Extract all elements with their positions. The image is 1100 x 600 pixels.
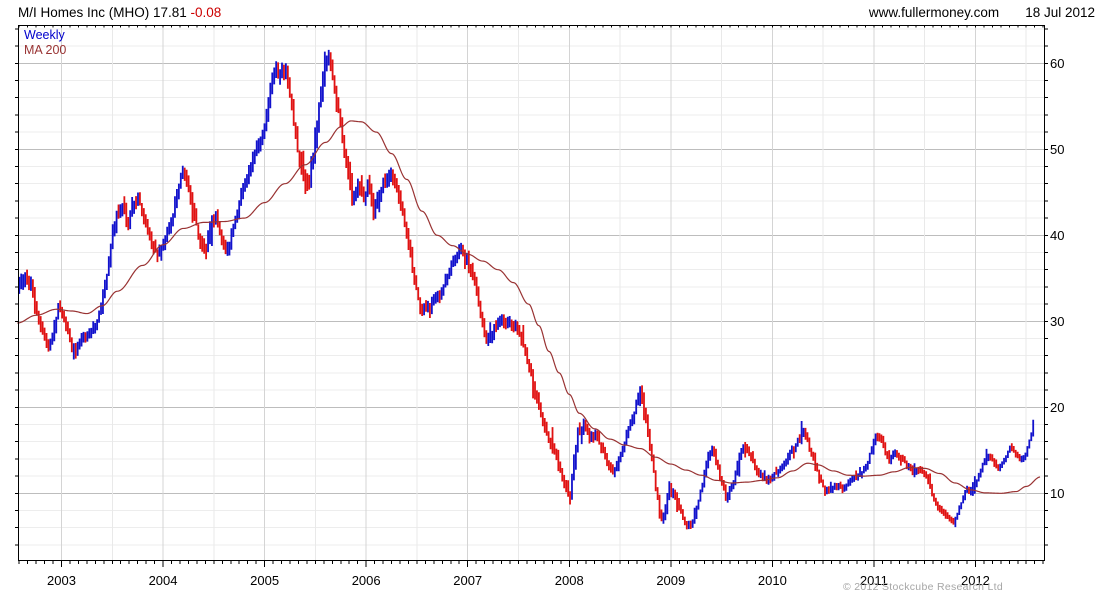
year-label: 2006: [352, 573, 381, 588]
price-label: 20: [1050, 400, 1064, 415]
year-label: 2005: [250, 573, 279, 588]
chart-date: 18 Jul 2012: [1025, 5, 1095, 20]
price-label: 40: [1050, 228, 1064, 243]
year-label: 2009: [656, 573, 685, 588]
y-axis-labels: 10 20 30 40 50 60: [1050, 56, 1064, 501]
legend-weekly-label: Weekly: [24, 28, 65, 42]
year-label: 2010: [758, 573, 787, 588]
price-change: -0.08: [190, 5, 222, 20]
header-right: www.fullermoney.com 18 Jul 2012: [869, 5, 1095, 20]
fullermoney-link[interactable]: www.fullermoney.com: [868, 5, 1000, 20]
instrument-title: M/I Homes Inc (MHO) 17.81 -0.08: [18, 5, 221, 20]
grid: [18, 25, 1045, 561]
ma200: [17, 120, 1041, 494]
year-label: 2007: [453, 573, 482, 588]
year-label: 2004: [149, 573, 178, 588]
price-label: 60: [1050, 56, 1064, 71]
year-label: 2008: [555, 573, 584, 588]
year-label: 2012: [961, 573, 990, 588]
plot-border: [18, 25, 1045, 561]
price-label: 10: [1050, 486, 1064, 501]
price-bars: [18, 49, 1035, 530]
year-label: 2011: [860, 573, 888, 588]
instrument-name-price: M/I Homes Inc (MHO) 17.81: [18, 5, 191, 20]
down-week-bars: [26, 52, 1021, 530]
x-axis-labels: 2003 2004 2005 2006 2007 2008 2009 2010 2011 2012: [47, 573, 990, 588]
copyright-notice: © 2012 Stockcube Research Ltd: [842, 581, 1003, 593]
legend-ma200-label: MA 200: [24, 43, 67, 57]
up-week-bars: [18, 49, 1035, 530]
price-label: 30: [1050, 314, 1064, 329]
axes: [15, 25, 1048, 567]
chart-legend: Weekly MA 200: [24, 28, 66, 58]
year-label: 2003: [47, 573, 76, 588]
price-label: 50: [1050, 142, 1064, 157]
ma200-line: [17, 120, 1041, 494]
